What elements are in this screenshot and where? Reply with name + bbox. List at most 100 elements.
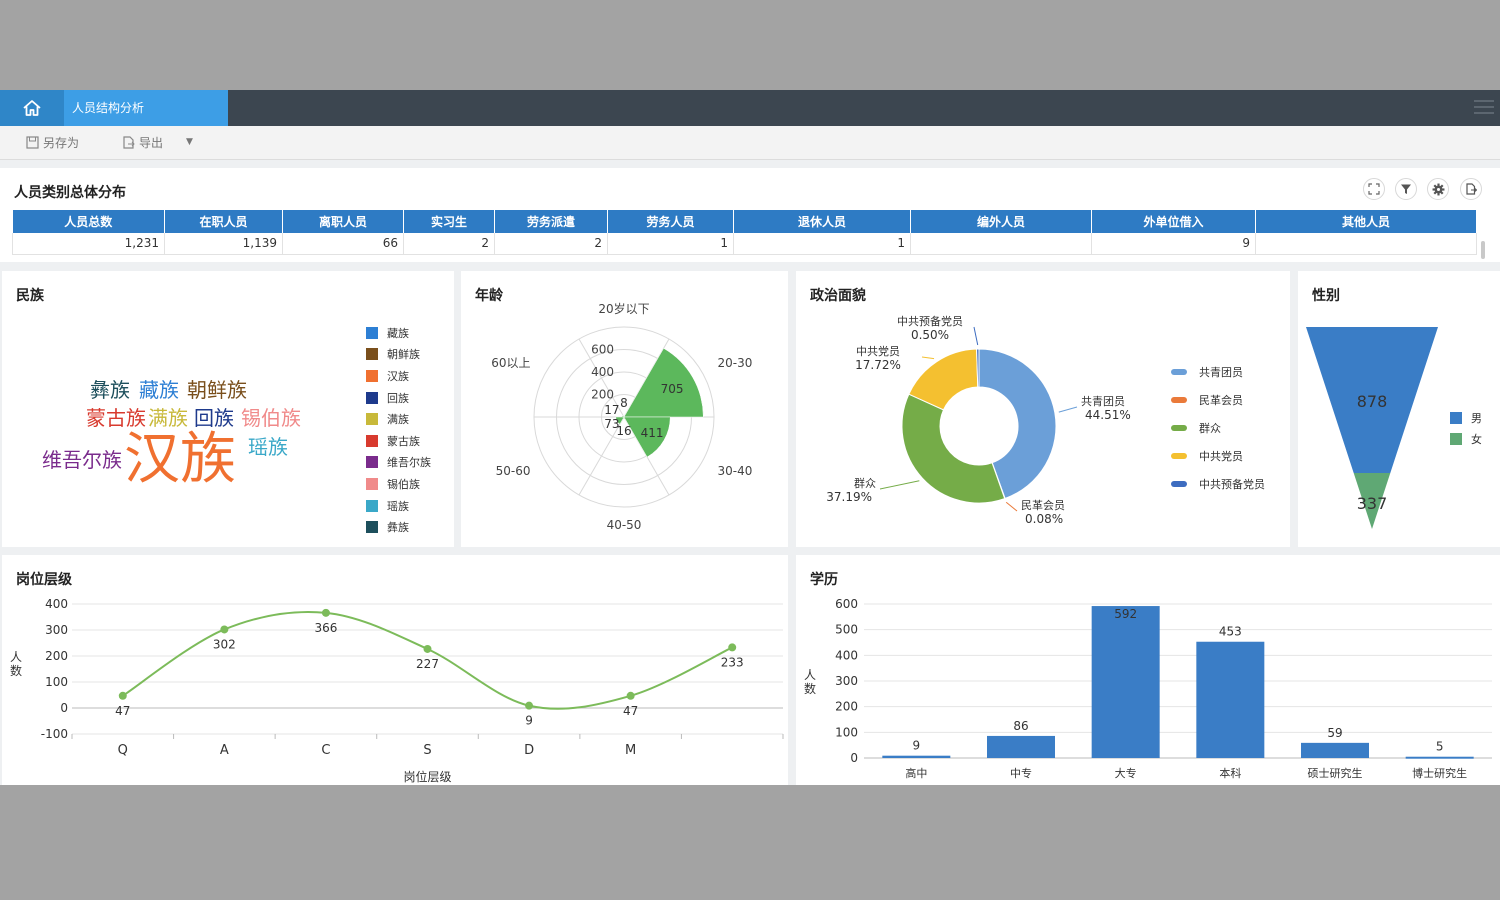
- x-tick-label: S: [423, 743, 431, 758]
- legend-item[interactable]: 蒙古族: [366, 430, 431, 452]
- data-point[interactable]: [321, 608, 330, 617]
- polar-bar[interactable]: [615, 416, 625, 425]
- x-tick-label: 中专: [1010, 766, 1032, 780]
- legend-item[interactable]: 共青团员: [1171, 358, 1265, 386]
- column-header[interactable]: 在职人员: [164, 210, 283, 233]
- fullscreen-button[interactable]: [1363, 178, 1385, 200]
- x-axis-title: 岗位层级: [403, 769, 451, 784]
- save-as-button[interactable]: 另存为: [26, 134, 79, 151]
- legend-label: 满族: [387, 413, 409, 427]
- word-cloud-word[interactable]: 彝族: [90, 378, 130, 402]
- polar-bar[interactable]: [623, 347, 704, 418]
- legend-item[interactable]: 藏族: [366, 322, 431, 344]
- word-cloud-word[interactable]: 锡伯族: [241, 406, 301, 430]
- legend-item[interactable]: 汉族: [366, 365, 431, 387]
- donut-slice-percent: 17.72%: [855, 358, 901, 372]
- donut-slice[interactable]: [901, 393, 1006, 504]
- table-row: 1,231 1,139 66 2 2 1 1 9: [12, 233, 1477, 255]
- legend-label: 彝族: [387, 521, 409, 535]
- data-point[interactable]: [525, 701, 534, 710]
- word-cloud-word[interactable]: 满族: [148, 406, 188, 430]
- legend-item[interactable]: 瑶族: [366, 495, 431, 517]
- donut-slice[interactable]: [976, 348, 980, 388]
- legend-swatch: [366, 413, 378, 426]
- column-header[interactable]: 劳务派遣: [494, 210, 608, 233]
- funnel-segment[interactable]: [1306, 327, 1438, 473]
- word-cloud-word[interactable]: 汉族: [124, 427, 236, 492]
- legend-item[interactable]: 女: [1450, 429, 1482, 451]
- x-tick-label: 大专: [1115, 766, 1137, 780]
- bar[interactable]: [1405, 756, 1474, 759]
- legend-item[interactable]: 中共党员: [1171, 442, 1265, 470]
- bar[interactable]: [1091, 606, 1160, 758]
- table-scrollbar[interactable]: [1481, 241, 1485, 259]
- column-header[interactable]: 外单位借入: [1091, 210, 1256, 233]
- data-point[interactable]: [118, 691, 127, 700]
- bar-value-label: 59: [1327, 726, 1342, 740]
- filter-button[interactable]: [1395, 178, 1417, 200]
- polar-value-label: 8: [620, 396, 628, 410]
- bar[interactable]: [1301, 742, 1369, 758]
- age-polar-chart: 200 400 600 8 20岁以下 705 20-30 411 30-40 16 40-50 73…: [491, 301, 752, 532]
- legend-item[interactable]: 彝族: [366, 516, 431, 538]
- education-panel: 学历 600 500 400 300 200 100 0 人数 9 高中 86 中专 592 大专 453 本…: [796, 555, 1500, 785]
- tab-personnel-structure[interactable]: 人员结构分析: [64, 90, 228, 126]
- filter-icon: [1401, 184, 1411, 194]
- legend-label: 女: [1471, 433, 1482, 447]
- donut-slice-label: 群众: [854, 476, 876, 490]
- export-panel-button[interactable]: [1460, 178, 1482, 200]
- polar-bar[interactable]: [623, 416, 671, 458]
- y-tick-label: 500: [835, 623, 858, 637]
- radial-tick-label: 200: [591, 388, 614, 402]
- column-header[interactable]: 劳务人员: [607, 210, 734, 233]
- summary-table: 人员总数 在职人员 离职人员 实习生 劳务派遣 劳务人员 退休人员 编外人员 外…: [12, 210, 1477, 255]
- data-point[interactable]: [220, 625, 229, 634]
- legend-item[interactable]: 民革会员: [1171, 386, 1265, 414]
- column-header[interactable]: 退休人员: [733, 210, 911, 233]
- legend-item[interactable]: 朝鲜族: [366, 344, 431, 366]
- data-point[interactable]: [626, 691, 635, 700]
- word-cloud-word[interactable]: 蒙古族: [86, 406, 146, 430]
- legend-item[interactable]: 群众: [1171, 414, 1265, 442]
- word-cloud-word[interactable]: 回族: [194, 406, 234, 430]
- column-header[interactable]: 其他人员: [1255, 210, 1477, 233]
- word-cloud-word[interactable]: 朝鲜族: [187, 378, 247, 402]
- data-point[interactable]: [423, 644, 432, 653]
- donut-slice-percent: 37.19%: [826, 490, 872, 504]
- column-header[interactable]: 离职人员: [282, 210, 404, 233]
- polar-category-label: 40-50: [607, 518, 642, 532]
- legend-item[interactable]: 锡伯族: [366, 473, 431, 495]
- column-header[interactable]: 实习生: [403, 210, 495, 233]
- politics-title: 政治面貌: [810, 288, 866, 304]
- settings-button[interactable]: [1427, 178, 1449, 200]
- age-title: 年龄: [475, 288, 503, 304]
- legend-label: 瑶族: [387, 499, 409, 513]
- export-dropdown-icon[interactable]: ▼: [186, 137, 193, 147]
- menu-icon[interactable]: [1474, 98, 1494, 116]
- column-header[interactable]: 人员总数: [12, 210, 165, 233]
- data-point[interactable]: [728, 643, 737, 652]
- legend-item[interactable]: 中共预备党员: [1171, 470, 1265, 498]
- word-cloud-word[interactable]: 维吾尔族: [42, 448, 122, 472]
- y-tick-label: 300: [45, 623, 68, 637]
- post-level-title: 岗位层级: [16, 572, 72, 588]
- export-button[interactable]: 导出: [122, 134, 163, 151]
- bar[interactable]: [987, 735, 1055, 758]
- word-cloud-word[interactable]: 瑶族: [248, 435, 288, 459]
- polar-bar[interactable]: [621, 415, 625, 418]
- table-cell: 1,231: [12, 233, 165, 255]
- legend-swatch: [366, 348, 378, 361]
- legend-item[interactable]: 回族: [366, 387, 431, 409]
- bar[interactable]: [1196, 641, 1265, 758]
- column-header[interactable]: 编外人员: [910, 210, 1092, 233]
- legend-label: 回族: [387, 391, 409, 405]
- legend-item[interactable]: 维吾尔族: [366, 452, 431, 474]
- legend-item[interactable]: 男: [1450, 407, 1482, 429]
- funnel-segment[interactable]: [1353, 472, 1391, 529]
- donut-slice[interactable]: [978, 348, 1057, 500]
- home-button[interactable]: [0, 90, 64, 126]
- legend-item[interactable]: 满族: [366, 408, 431, 430]
- toolbar: 另存为 导出 ▼: [0, 126, 1500, 160]
- bar[interactable]: [882, 755, 951, 758]
- word-cloud-word[interactable]: 藏族: [139, 378, 179, 402]
